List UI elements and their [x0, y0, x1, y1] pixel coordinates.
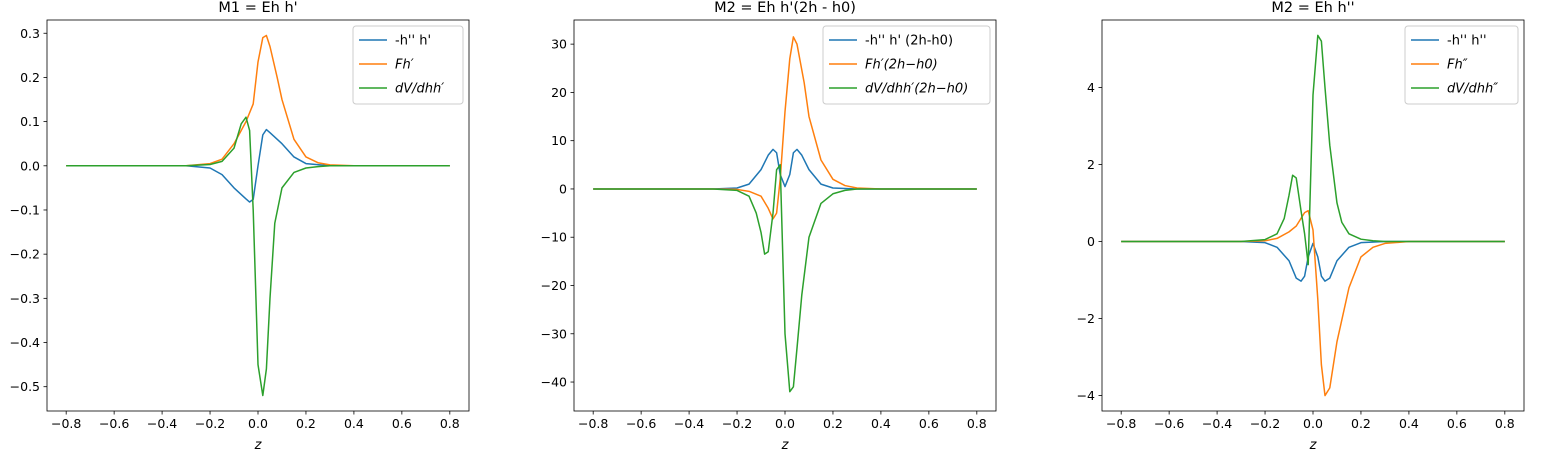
x-axis-label: z — [254, 438, 263, 450]
x-tick-label: 0.8 — [1495, 416, 1515, 431]
series-line-1 — [66, 128, 450, 203]
x-tick-label: 0.2 — [823, 416, 843, 431]
chart-title: M1 = Eh h' — [218, 0, 297, 16]
legend-box — [822, 25, 991, 105]
legend-label: Fh″ — [1447, 58, 1468, 73]
x-tick-label: −0.8 — [51, 416, 81, 431]
x-tick-label: 0.4 — [344, 416, 364, 431]
x-tick-label: −0.8 — [1106, 416, 1136, 431]
legend-label: dV/dhh″ — [1447, 82, 1498, 97]
x-tick-label: −0.6 — [626, 416, 656, 431]
y-tick-label: −20 — [541, 278, 567, 293]
legend-box — [352, 25, 464, 105]
x-tick-label: −0.2 — [1250, 416, 1280, 431]
y-tick-label: −0.1 — [10, 202, 40, 217]
series-line-1 — [1121, 240, 1505, 282]
x-tick-label: −0.4 — [147, 416, 177, 431]
series-line-1 — [593, 148, 977, 190]
series-line-2 — [593, 36, 977, 220]
legend-box — [1404, 25, 1519, 105]
x-tick-label: 0.4 — [1399, 416, 1419, 431]
x-tick-label: −0.6 — [99, 416, 129, 431]
series-line-3 — [1121, 34, 1505, 266]
legend-label: Fh′(2h−h0) — [865, 58, 938, 73]
series-line-3 — [593, 164, 977, 393]
x-tick-label: 0.6 — [919, 416, 939, 431]
x-tick-label: 0.8 — [967, 416, 987, 431]
x-tick-label: −0.2 — [195, 416, 225, 431]
x-tick-label: 0.0 — [248, 416, 268, 431]
y-tick-label: −4 — [1077, 388, 1095, 403]
x-tick-label: 0.6 — [1447, 416, 1467, 431]
x-axis-label: z — [781, 438, 790, 450]
x-tick-label: 0.0 — [1303, 416, 1323, 431]
legend-label: Fh′ — [395, 58, 414, 73]
x-tick-label: 0.8 — [440, 416, 460, 431]
y-tick-label: 0 — [559, 181, 567, 196]
y-tick-label: 20 — [551, 85, 567, 100]
chart-title: M2 = Eh h'(2h - h0) — [714, 0, 856, 16]
y-tick-label: 0.2 — [20, 70, 40, 85]
y-tick-label: −0.5 — [10, 379, 40, 394]
y-tick-label: 2 — [1087, 157, 1095, 172]
legend-label: -h'' h' (2h-h0) — [865, 34, 953, 49]
y-tick-label: −0.2 — [10, 247, 40, 262]
chart-panel-3: −0.8 −0.6 −0.4 −0.2 0.0 0.2 0.4 0.6 0.8 −4 −2 0 2 4 M2… — [1077, 0, 1525, 450]
legend-label: dV/dhh′(2h−h0) — [865, 82, 968, 97]
y-tick-label: 0.0 — [20, 158, 40, 173]
x-tick-label: −0.4 — [1202, 416, 1232, 431]
series-line-2 — [1121, 209, 1505, 397]
x-tick-label: −0.2 — [722, 416, 752, 431]
x-tick-label: 0.0 — [775, 416, 795, 431]
x-tick-label: −0.8 — [578, 416, 608, 431]
y-tick-label: −2 — [1077, 311, 1095, 326]
x-tick-label: 0.2 — [1351, 416, 1371, 431]
legend-label: -h'' h'' — [1447, 34, 1487, 49]
y-tick-label: −0.3 — [10, 291, 40, 306]
series-line-3 — [66, 116, 450, 397]
y-tick-label: 4 — [1087, 80, 1095, 95]
x-tick-label: −0.4 — [674, 416, 704, 431]
x-axis-label: z — [1309, 438, 1318, 450]
y-tick-label: −0.4 — [10, 335, 40, 350]
chart-panel-1: −0.8 −0.6 −0.4 −0.2 0.0 0.2 0.4 0.6 0.8 −0.5 −0.4 −… — [10, 0, 470, 450]
y-tick-label: 0 — [1087, 234, 1095, 249]
chart-panel-2: −0.8 −0.6 −0.4 −0.2 0.0 0.2 0.4 0.6 0.8 −40 −30 −20… — [541, 0, 997, 450]
x-tick-label: 0.6 — [392, 416, 412, 431]
legend-label: -h'' h' — [395, 34, 431, 49]
legend-label: dV/dhh′ — [395, 82, 444, 97]
chart-title: M2 = Eh h'' — [1271, 0, 1354, 16]
y-tick-label: −40 — [541, 375, 567, 390]
x-tick-label: 0.4 — [871, 416, 891, 431]
series-line-2 — [66, 34, 450, 167]
y-tick-label: 0.1 — [20, 114, 40, 129]
y-tick-label: −30 — [541, 326, 567, 341]
y-tick-label: −10 — [541, 230, 567, 245]
x-tick-label: 0.2 — [296, 416, 316, 431]
y-tick-label: 10 — [551, 133, 567, 148]
y-tick-label: 0.3 — [20, 26, 40, 41]
x-tick-label: −0.6 — [1154, 416, 1184, 431]
y-tick-label: 30 — [551, 37, 567, 52]
